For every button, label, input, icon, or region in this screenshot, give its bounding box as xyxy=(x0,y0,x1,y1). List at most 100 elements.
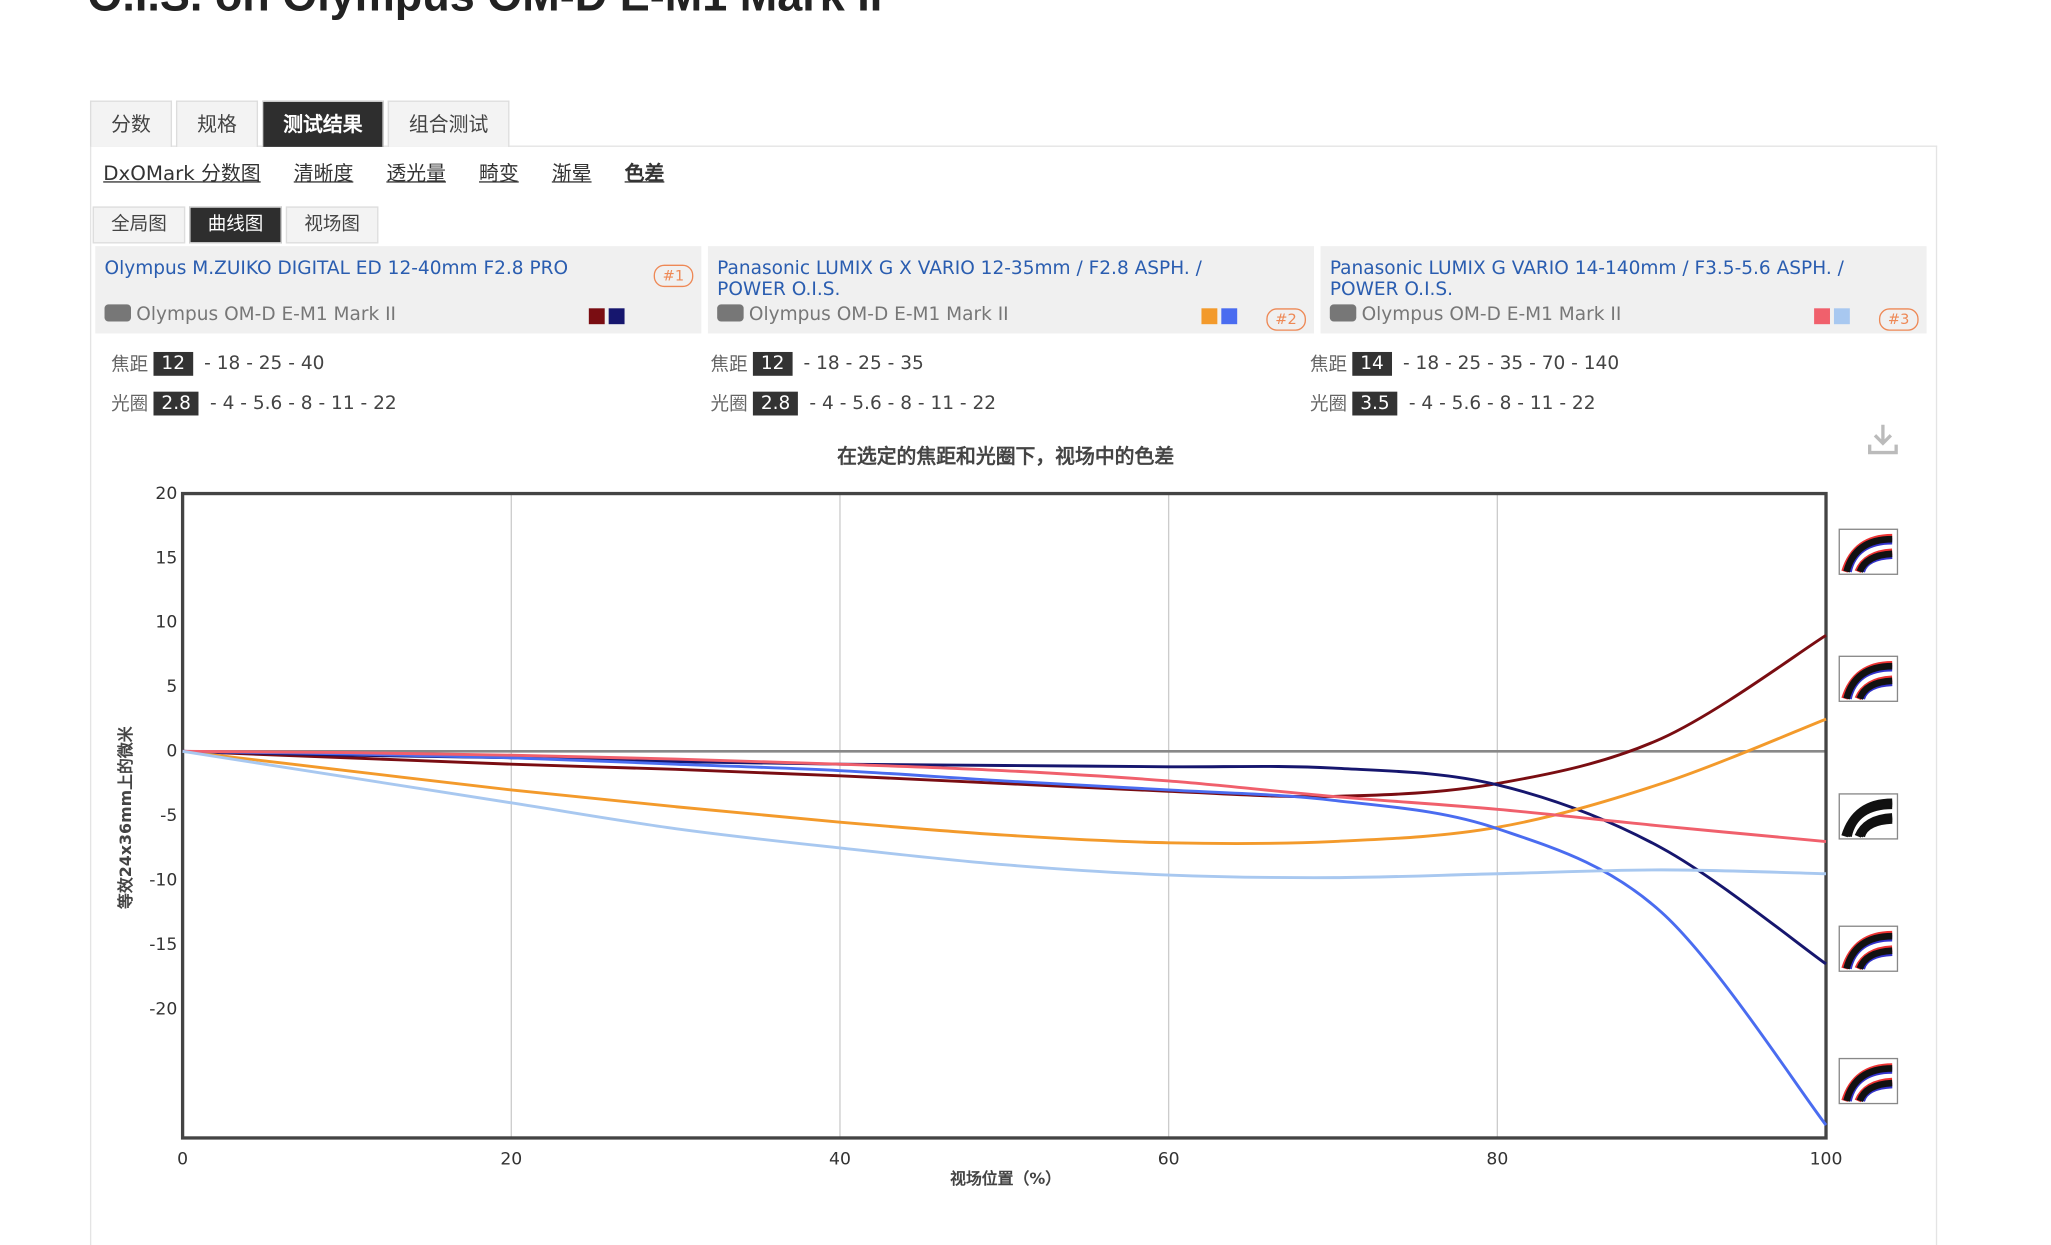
focal-option[interactable]: 140 xyxy=(1565,353,1619,374)
aperture-option[interactable]: 2.8 xyxy=(153,391,199,416)
subtab[interactable]: 清晰度 xyxy=(293,161,354,186)
focal-label: 焦距 xyxy=(111,354,149,376)
lens-badge[interactable]: #2 xyxy=(1266,308,1306,331)
view-button[interactable]: 曲线图 xyxy=(189,206,282,244)
swatches xyxy=(1814,308,1850,325)
lens-name[interactable]: Panasonic LUMIX G VARIO 14-140mm / F3.5-… xyxy=(1329,258,1844,301)
swatches xyxy=(588,308,625,325)
y-tick-label: 0 xyxy=(166,742,177,762)
focal-option[interactable]: 18 xyxy=(1392,353,1440,374)
x-tick-label: 60 xyxy=(1158,1149,1180,1169)
aperture-label: 光圈 xyxy=(1309,394,1348,416)
aberration-icon xyxy=(1838,1057,1899,1105)
aperture-option[interactable]: 11 xyxy=(313,393,355,414)
panel xyxy=(89,145,1938,1245)
focal-option[interactable]: 25 xyxy=(840,353,882,374)
x-tick-label: 20 xyxy=(500,1149,522,1169)
aperture-options: 光圈2.845.681122 xyxy=(111,390,397,416)
aperture-option[interactable]: 4 xyxy=(199,393,235,414)
camera-name: Olympus OM-D E-M1 Mark II xyxy=(717,304,1009,325)
views: 全局图 曲线图 视场图 xyxy=(92,206,379,244)
lens-card[interactable]: Olympus M.ZUIKO DIGITAL ED 12-40mm F2.8 … xyxy=(95,246,702,334)
y-tick-label: 20 xyxy=(155,484,177,504)
x-tick-label: 100 xyxy=(1810,1149,1843,1169)
subtabs: DxOMark 分数图 清晰度 透光量 畸变 渐晕 色差 xyxy=(103,159,664,187)
view-button[interactable]: 视场图 xyxy=(285,206,379,244)
subtab[interactable]: DxOMark 分数图 xyxy=(103,161,261,186)
y-tick-label: -5 xyxy=(160,806,177,826)
aperture-option[interactable]: 5.6 xyxy=(234,393,282,414)
aperture-option[interactable]: 22 xyxy=(1553,393,1596,414)
aperture-option[interactable]: 3.5 xyxy=(1352,391,1398,416)
focal-option[interactable]: 40 xyxy=(282,353,325,374)
aperture-option[interactable]: 11 xyxy=(912,393,954,414)
focal-option[interactable]: 70 xyxy=(1523,353,1566,374)
aperture-option[interactable]: 5.6 xyxy=(834,393,881,414)
aperture-option[interactable]: 4 xyxy=(798,393,834,414)
legend-swatch xyxy=(588,308,605,325)
focal-option[interactable]: 35 xyxy=(1481,353,1524,374)
lens-name[interactable]: Panasonic LUMIX G X VARIO 12-35mm / F2.8… xyxy=(717,258,1202,301)
y-tick-label: 5 xyxy=(166,677,177,697)
legend-swatch xyxy=(608,308,625,325)
tab[interactable]: 规格 xyxy=(176,100,259,147)
series-line xyxy=(182,749,1827,843)
page-title: O.I.S. on Olympus OM-D E-M1 Mark II xyxy=(87,0,882,22)
aperture-option[interactable]: 22 xyxy=(954,393,997,414)
focal-option[interactable]: 18 xyxy=(193,353,241,374)
legend-swatch xyxy=(1221,308,1238,325)
camera-name: Olympus OM-D E-M1 Mark II xyxy=(1330,304,1622,325)
focal-label: 焦距 xyxy=(1309,354,1348,376)
y-tick-label: -10 xyxy=(149,870,177,890)
view-button[interactable]: 全局图 xyxy=(92,206,186,244)
aberration-icon xyxy=(1838,655,1899,702)
legend-swatch xyxy=(1814,308,1830,325)
aperture-option[interactable]: 11 xyxy=(1511,393,1554,414)
lens-badge[interactable]: #3 xyxy=(1878,308,1919,331)
tab[interactable]: 测试结果 xyxy=(262,100,384,147)
legend-swatch xyxy=(1201,308,1218,325)
subtab[interactable]: 透光量 xyxy=(386,161,446,186)
focal-options: 焦距12182540 xyxy=(111,351,324,377)
subtab[interactable]: 渐晕 xyxy=(551,161,592,186)
series-line xyxy=(182,717,1827,846)
download-icon[interactable] xyxy=(1866,421,1903,458)
aperture-option[interactable]: 2.8 xyxy=(752,391,799,416)
aperture-options: 光圈3.545.681122 xyxy=(1310,390,1596,416)
aberration-icon xyxy=(1838,925,1899,972)
aperture-option[interactable]: 4 xyxy=(1398,393,1433,414)
x-tick-label: 40 xyxy=(829,1149,851,1169)
tab[interactable]: 组合测试 xyxy=(387,100,510,147)
aperture-option[interactable]: 8 xyxy=(1481,393,1512,414)
tabs: 分数 规格 测试结果 组合测试 xyxy=(89,100,510,147)
focal-option[interactable]: 35 xyxy=(882,353,924,374)
aperture-label: 光圈 xyxy=(111,394,149,416)
subtab[interactable]: 色差 xyxy=(624,161,665,186)
y-tick-label: 10 xyxy=(155,613,177,633)
subtab[interactable]: 畸变 xyxy=(479,161,519,186)
aperture-option[interactable]: 8 xyxy=(282,393,313,414)
focal-option[interactable]: 12 xyxy=(752,351,793,376)
y-tick-label: -20 xyxy=(149,999,177,1019)
focal-option[interactable]: 12 xyxy=(153,351,193,376)
tab[interactable]: 分数 xyxy=(89,100,173,147)
series-line xyxy=(182,749,1827,880)
lens-card[interactable]: Panasonic LUMIX G X VARIO 12-35mm / F2.8… xyxy=(707,246,1314,334)
aperture-option[interactable]: 22 xyxy=(355,393,397,414)
lens-card[interactable]: Panasonic LUMIX G VARIO 14-140mm / F3.5-… xyxy=(1320,246,1927,334)
aperture-options: 光圈2.845.681122 xyxy=(711,390,997,416)
focal-options: 焦距12182535 xyxy=(711,351,924,377)
x-tick-label: 0 xyxy=(177,1149,188,1169)
aperture-option[interactable]: 8 xyxy=(882,393,912,414)
swatches xyxy=(1201,308,1238,325)
legend-swatch xyxy=(1833,308,1850,325)
aperture-option[interactable]: 5.6 xyxy=(1433,393,1481,414)
focal-option[interactable]: 18 xyxy=(792,353,840,374)
lens-name[interactable]: Olympus M.ZUIKO DIGITAL ED 12-40mm F2.8 … xyxy=(104,258,569,280)
focal-option[interactable]: 14 xyxy=(1352,351,1392,376)
lens-badge[interactable]: #1 xyxy=(653,264,694,288)
focal-option[interactable]: 25 xyxy=(1439,353,1482,374)
focal-option[interactable]: 25 xyxy=(240,353,283,374)
